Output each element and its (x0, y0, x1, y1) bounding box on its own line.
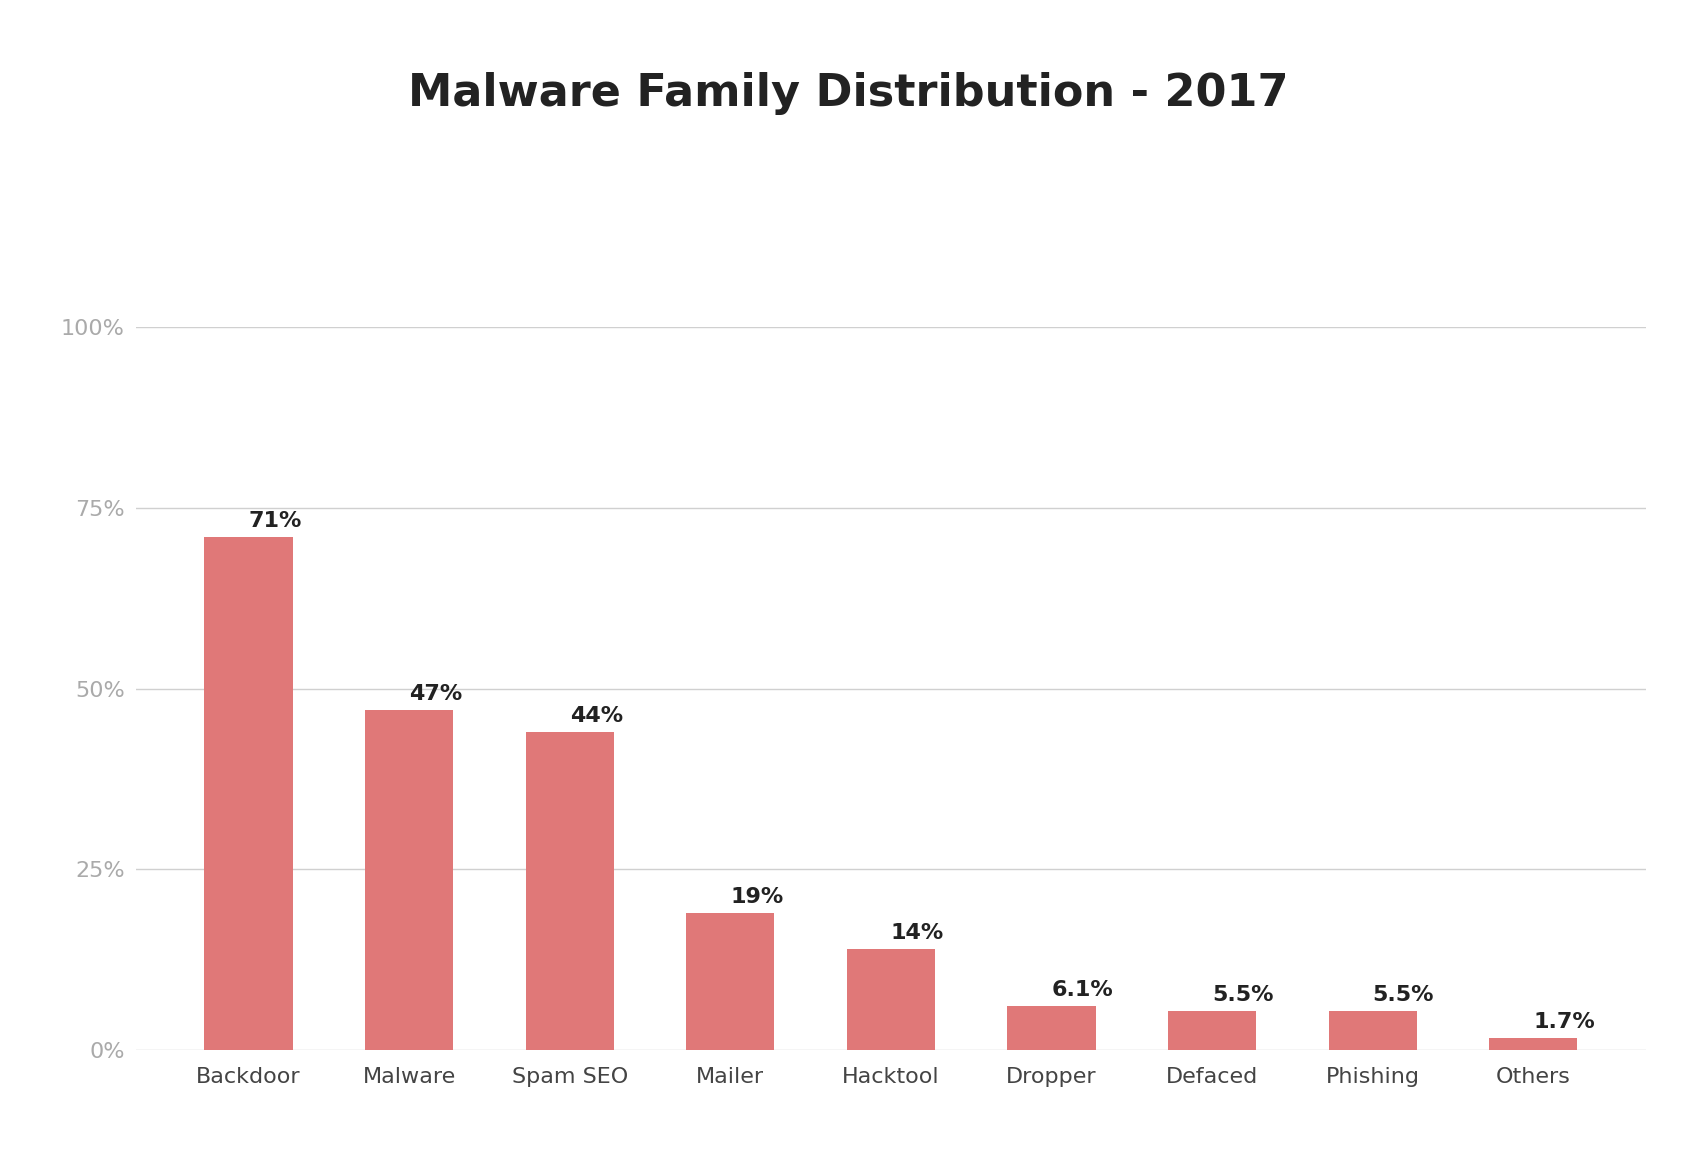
Bar (365, 711, 453, 1050)
Bar (1008, 1006, 1096, 1050)
Bar (204, 537, 294, 1050)
Bar (1488, 1037, 1578, 1050)
Bar (1329, 1011, 1417, 1050)
Text: 44%: 44% (570, 706, 623, 726)
Text: 19%: 19% (730, 887, 784, 907)
Text: 5.5%: 5.5% (1373, 985, 1434, 1005)
Text: Malware Family Distribution - 2017: Malware Family Distribution - 2017 (409, 72, 1288, 114)
Bar (686, 913, 774, 1050)
Text: 14%: 14% (891, 923, 944, 943)
Text: 71%: 71% (248, 511, 302, 531)
Bar (526, 732, 614, 1050)
Text: 1.7%: 1.7% (1534, 1012, 1595, 1032)
Text: 6.1%: 6.1% (1052, 980, 1113, 1000)
Text: 47%: 47% (409, 685, 462, 705)
Bar (1168, 1011, 1256, 1050)
Text: 5.5%: 5.5% (1212, 985, 1274, 1005)
Bar (847, 949, 935, 1050)
